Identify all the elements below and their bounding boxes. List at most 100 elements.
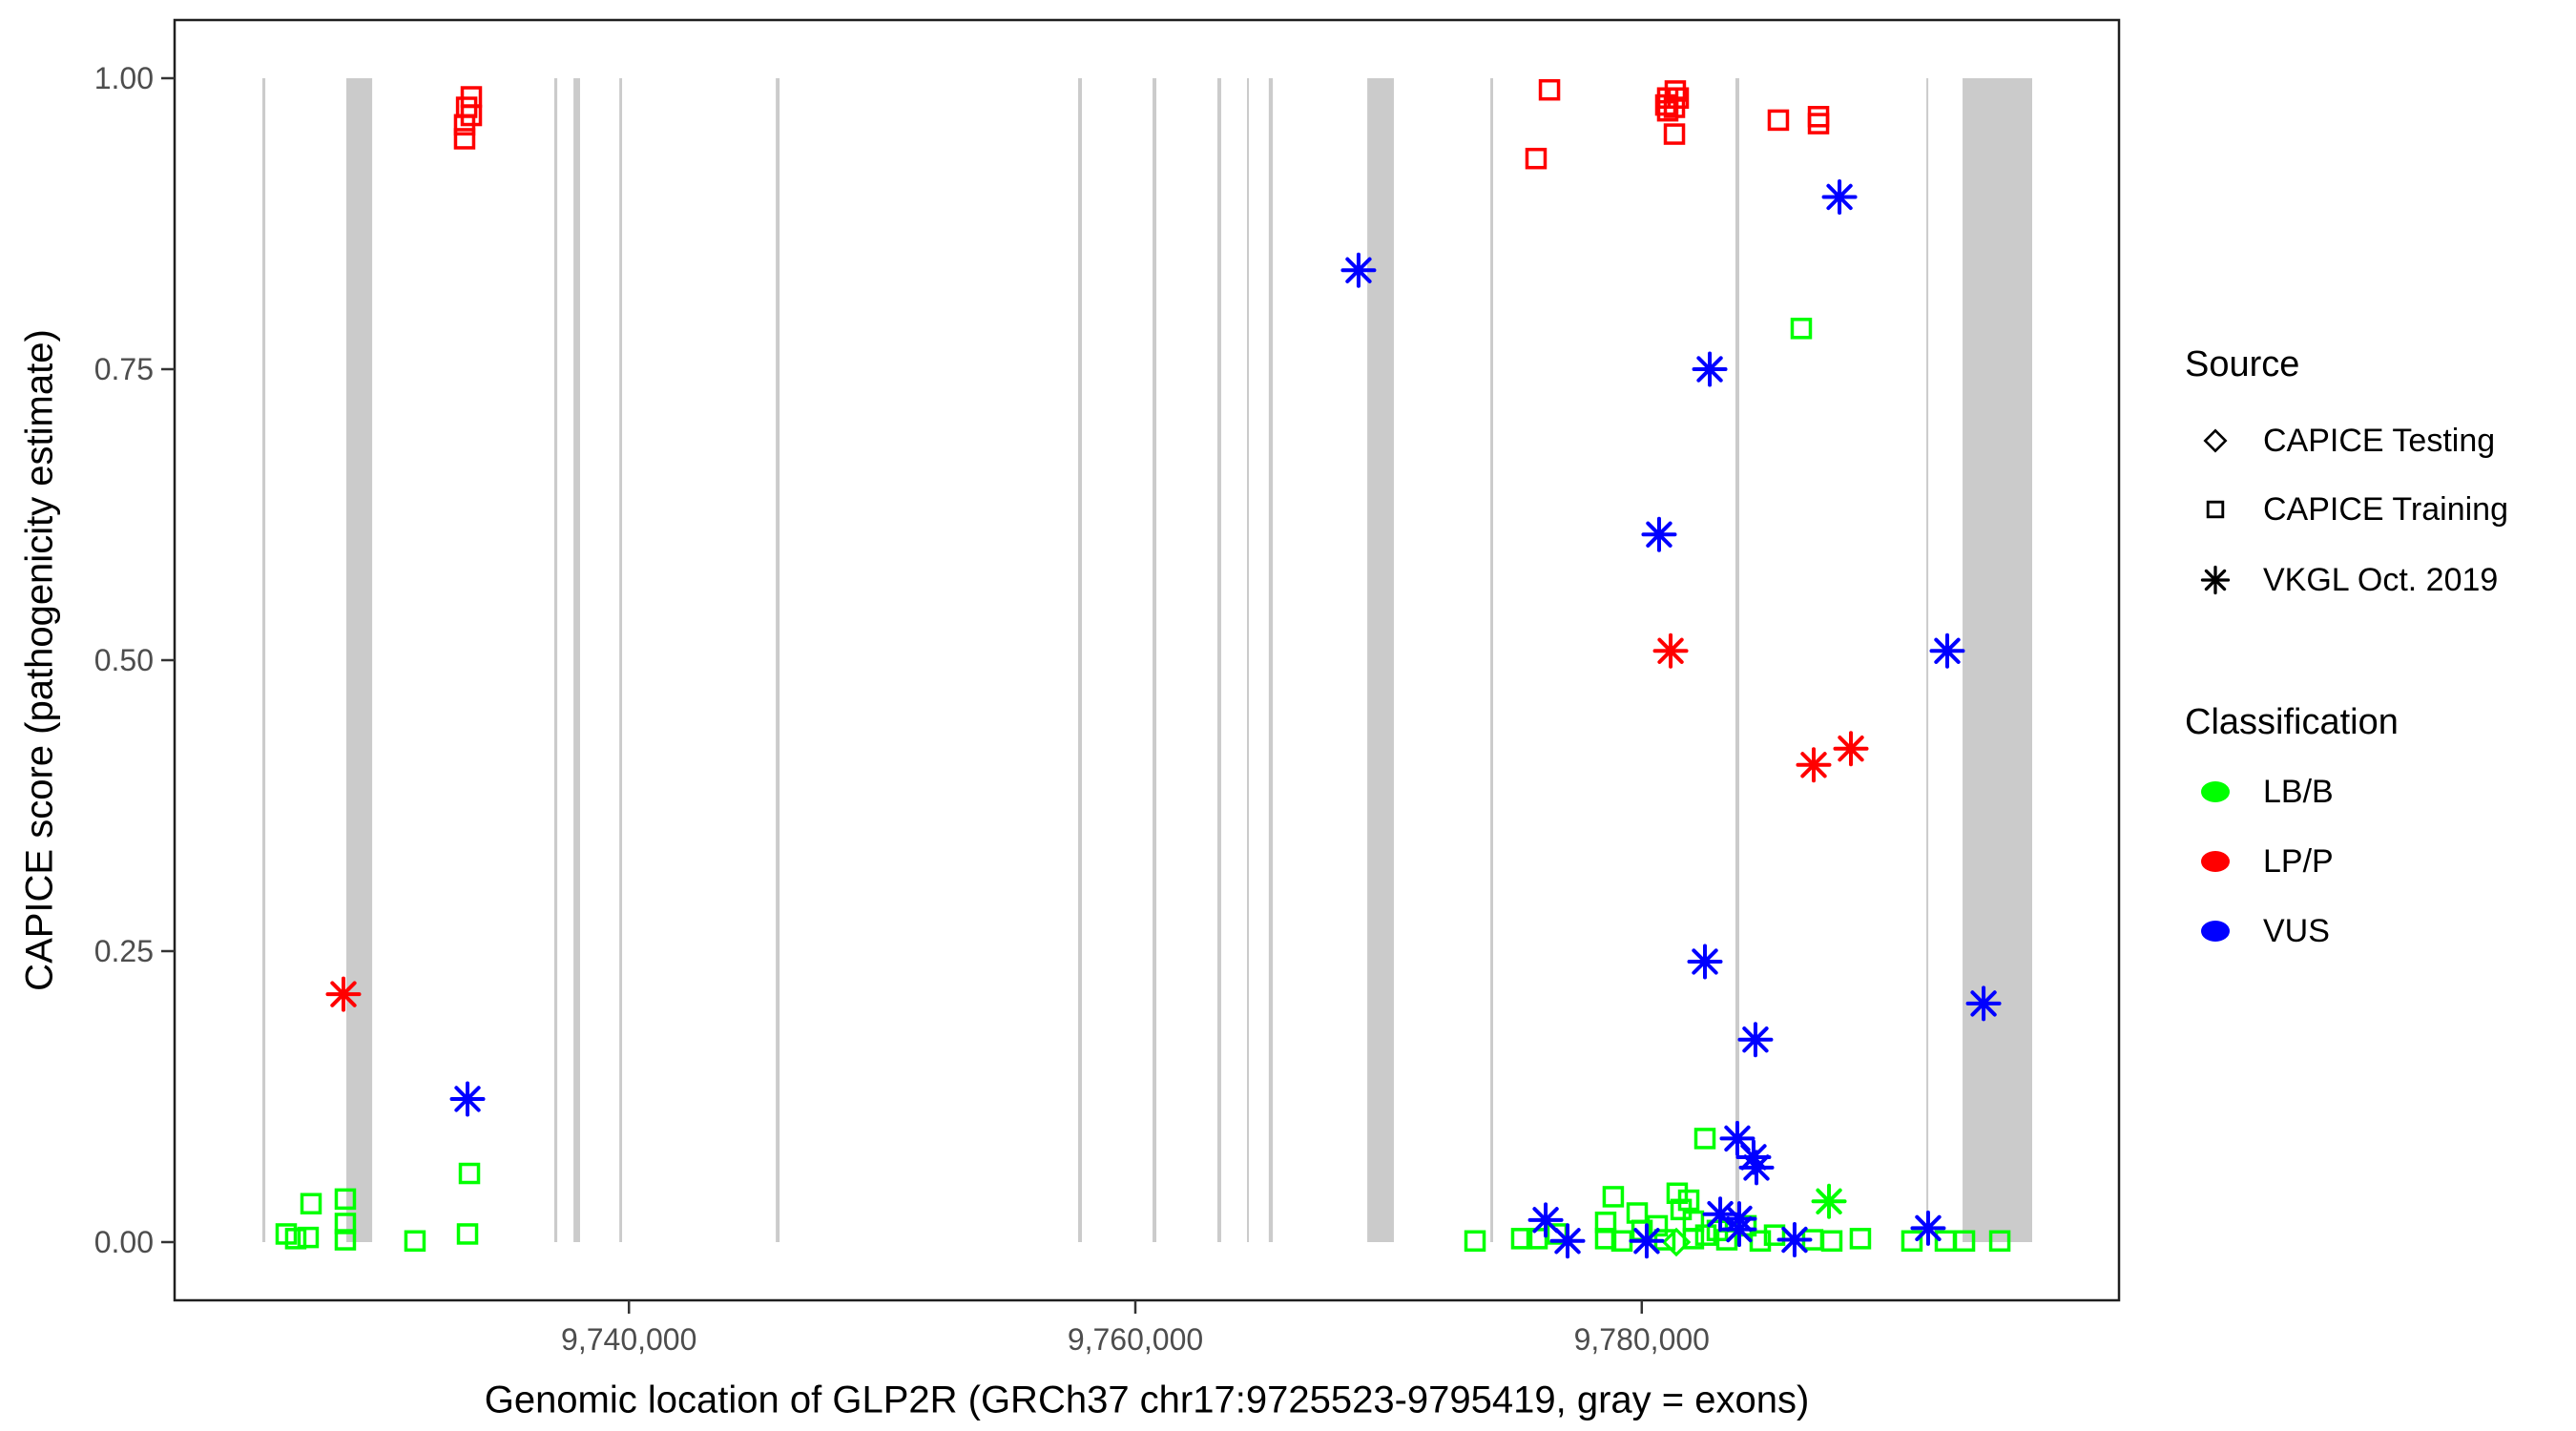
exon-bar xyxy=(1153,78,1157,1242)
legend-item-VUS xyxy=(2201,921,2230,942)
data-point xyxy=(458,1162,481,1185)
series-LBB-square xyxy=(275,318,2011,1253)
data-point xyxy=(1796,747,1832,783)
y-tick-label: 0.25 xyxy=(94,934,154,968)
data-point xyxy=(1629,1223,1665,1259)
data-point xyxy=(1776,1222,1813,1258)
data-point xyxy=(1790,318,1813,340)
data-point xyxy=(1626,1202,1649,1224)
data-point xyxy=(300,1192,322,1214)
data-point xyxy=(1738,1150,1775,1186)
legend-item-LBB xyxy=(2201,781,2230,802)
data-point xyxy=(1763,1224,1786,1246)
data-point xyxy=(334,1213,357,1234)
data-point xyxy=(1464,1230,1486,1253)
data-point xyxy=(1641,516,1677,552)
legend-item-LPP xyxy=(2201,851,2230,872)
series-VUS-asterisk xyxy=(449,178,2002,1259)
data-point xyxy=(1661,1227,1692,1257)
exon-bar xyxy=(1490,78,1494,1242)
data-point xyxy=(1849,1228,1872,1250)
series-LPP-asterisk xyxy=(325,633,1869,1012)
exon-bar xyxy=(1078,78,1083,1242)
data-point xyxy=(1694,1224,1717,1246)
legend-classification-label: LP/P xyxy=(2263,843,2334,880)
data-point xyxy=(1910,1210,1946,1246)
data-point xyxy=(1833,731,1869,767)
data-point xyxy=(297,1226,320,1249)
data-point xyxy=(1901,1230,1923,1253)
series-LPP-square xyxy=(453,78,1830,170)
data-point xyxy=(1692,351,1728,387)
data-point xyxy=(453,114,476,136)
legend-item-diamond xyxy=(2203,428,2228,453)
data-point xyxy=(456,1223,479,1245)
data-point xyxy=(334,1229,357,1251)
data-point xyxy=(1663,123,1686,145)
data-point xyxy=(1652,633,1689,669)
data-point xyxy=(334,1188,357,1211)
exon-bar xyxy=(553,78,558,1242)
legend-source-title: Source xyxy=(2185,344,2299,384)
data-point xyxy=(1820,1230,1843,1253)
legend-source-label: VKGL Oct. 2019 xyxy=(2263,562,2498,598)
y-axis-title: CAPICE score (pathogenicity estimate) xyxy=(18,329,61,991)
exon-bar xyxy=(573,78,580,1242)
legend-item-asterisk xyxy=(2200,565,2231,595)
data-point xyxy=(453,128,476,150)
data-point xyxy=(1602,1186,1625,1208)
exon-bar xyxy=(262,78,266,1242)
legend-classification-label: LB/B xyxy=(2263,774,2334,810)
x-tick-label: 9,780,000 xyxy=(1574,1322,1710,1357)
data-point xyxy=(325,976,362,1012)
data-point xyxy=(1527,1202,1564,1238)
data-point xyxy=(284,1228,307,1250)
data-point xyxy=(1687,944,1723,980)
y-tick-label: 0.00 xyxy=(94,1225,154,1259)
x-axis-title: Genomic location of GLP2R (GRCh37 chr17:… xyxy=(484,1379,1810,1421)
exon-bar xyxy=(619,78,623,1242)
exon-bar xyxy=(1247,78,1250,1242)
data-point xyxy=(1821,178,1858,215)
legend-classification-title: Classification xyxy=(2185,702,2399,742)
y-tick-label: 1.00 xyxy=(94,61,154,95)
x-tick-label: 9,740,000 xyxy=(561,1322,696,1357)
y-tick-label: 0.50 xyxy=(94,643,154,677)
data-point xyxy=(449,1081,486,1117)
data-point xyxy=(1693,1128,1716,1150)
data-point xyxy=(1664,80,1687,102)
data-point xyxy=(1340,252,1377,288)
legend-source-label: CAPICE Training xyxy=(2263,491,2508,528)
exon-bar xyxy=(1268,78,1274,1242)
data-point xyxy=(1594,1228,1617,1250)
exon-bar xyxy=(776,78,780,1242)
series-LBB-diamond xyxy=(1661,1227,1692,1257)
data-point xyxy=(1737,1022,1774,1058)
diamond-marker xyxy=(2203,428,2228,453)
data-point xyxy=(1929,633,1965,669)
legend-item-square xyxy=(2206,500,2225,519)
legend-classification-label: VUS xyxy=(2263,913,2330,949)
data-point xyxy=(1807,106,1830,128)
legend-source-label: CAPICE Testing xyxy=(2263,423,2495,459)
data-point xyxy=(1965,985,2002,1022)
data-point xyxy=(1811,1183,1847,1219)
exon-bar xyxy=(1367,78,1394,1242)
data-point xyxy=(1667,87,1690,109)
exon-bar xyxy=(1963,78,2032,1242)
data-point xyxy=(1677,1189,1700,1212)
data-point xyxy=(1594,1212,1617,1234)
data-point xyxy=(1767,109,1790,132)
data-point xyxy=(1666,1182,1689,1205)
data-point xyxy=(1807,113,1830,135)
dot-marker xyxy=(2201,851,2230,872)
data-point xyxy=(1549,1223,1586,1259)
x-tick-label: 9,760,000 xyxy=(1068,1322,1203,1357)
data-point xyxy=(1988,1230,2011,1253)
square-marker xyxy=(2206,500,2225,519)
data-point xyxy=(1510,1228,1533,1250)
asterisk-marker xyxy=(2200,565,2231,595)
data-point xyxy=(1721,1212,1757,1248)
